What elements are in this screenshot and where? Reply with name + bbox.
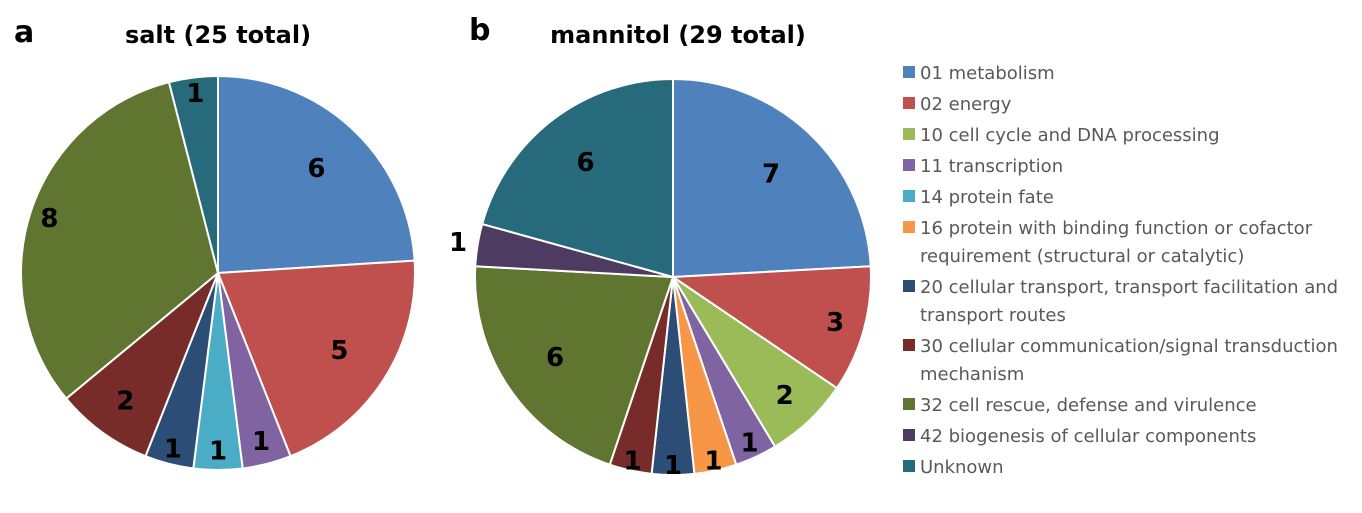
legend: 01 metabolism 02 energy 10 cell cycle and … (903, 63, 1338, 478)
slice-label-a-7: 2 (116, 387, 134, 417)
slice-label-a-3: 1 (252, 427, 270, 457)
pie-slice-b-8 (474, 265, 675, 466)
slice-label-a-4: 1 (209, 436, 227, 466)
legend-label-2: 10 cell cycle and DNA processing (920, 125, 1220, 146)
legend-label-3: 11 transcription (920, 156, 1063, 177)
legend-swatch-7 (903, 339, 915, 351)
legend-item-2: 10 cell cycle and DNA processing (903, 125, 1220, 146)
legend-item-8: 32 cell rescue, defense and virulence (903, 395, 1257, 416)
pie-slice-b-0 (672, 77, 872, 279)
slice-label-b-3: 1 (740, 428, 758, 458)
pie-slice-a-7 (64, 272, 219, 458)
legend-label-0: 01 metabolism (920, 63, 1055, 84)
pie-slice-b-10 (480, 77, 674, 279)
slice-label-b-9: 1 (449, 228, 467, 258)
legend-swatch-0 (903, 66, 915, 78)
legend-swatch-5 (903, 221, 915, 233)
slice-label-b-7: 1 (624, 447, 642, 477)
legend-item-6: 20 cellular transport, transport facilit… (903, 277, 1338, 326)
slice-label-b-10: 6 (576, 148, 594, 178)
legend-label-8: 32 cell rescue, defense and virulence (920, 395, 1257, 416)
legend-label-6: 20 cellular transport, transport facilit… (920, 277, 1338, 298)
slice-label-b-0: 7 (762, 160, 780, 190)
legend-swatch-6 (903, 280, 915, 292)
panel-b-letter: b (469, 13, 490, 48)
legend-swatch-4 (903, 190, 915, 202)
legend-item-4: 14 protein fate (903, 187, 1054, 208)
legend-label-4: 14 protein fate (920, 187, 1054, 208)
legend-label-6-line-1: transport routes (920, 305, 1066, 326)
slice-label-a-0: 6 (307, 154, 325, 184)
pie-slice-b-1 (669, 265, 872, 390)
legend-label-1: 02 energy (920, 94, 1012, 115)
legend-item-0: 01 metabolism (903, 63, 1055, 84)
legend-item-5: 16 protein with binding function or cofa… (903, 218, 1313, 267)
slice-label-b-5: 1 (704, 447, 722, 477)
legend-item-3: 11 transcription (903, 156, 1063, 177)
legend-swatch-10 (903, 460, 915, 472)
legend-item-1: 02 energy (903, 94, 1012, 115)
panel-a-title: salt (25 total) (125, 21, 311, 49)
pie-slice-a-10 (167, 74, 219, 274)
legend-swatch-3 (903, 159, 915, 171)
slice-label-a-1: 5 (330, 336, 348, 366)
slice-label-a-10: 1 (186, 79, 204, 109)
pie-slice-a-0 (217, 74, 416, 275)
slice-label-b-6: 1 (664, 451, 682, 481)
pie-slice-a-8 (20, 80, 220, 400)
legend-label-7: 30 cellular communication/signal transdu… (920, 336, 1338, 357)
legend-swatch-8 (903, 398, 915, 410)
legend-label-7-line-1: mechanism (920, 364, 1024, 385)
panel-a-letter: a (14, 15, 34, 50)
legend-label-10: Unknown (920, 457, 1004, 478)
slice-label-b-2: 2 (776, 381, 794, 411)
slice-label-a-6: 1 (164, 435, 182, 465)
slice-label-b-1: 3 (826, 308, 844, 338)
pie-slice-a-1 (216, 259, 416, 458)
slice-label-a-8: 8 (40, 204, 58, 234)
legend-label-9: 42 biogenesis of cellular components (920, 426, 1256, 447)
panel-b-title: mannitol (29 total) (550, 21, 806, 49)
legend-item-10: Unknown (903, 457, 1004, 478)
legend-swatch-2 (903, 128, 915, 140)
slice-label-b-8: 6 (546, 343, 564, 373)
legend-label-5-line-1: requirement (structural or catalytic) (920, 246, 1244, 267)
legend-label-5: 16 protein with binding function or cofa… (920, 218, 1313, 239)
legend-swatch-9 (903, 429, 915, 441)
legend-item-9: 42 biogenesis of cellular components (903, 426, 1256, 447)
legend-item-7: 30 cellular communication/signal transdu… (903, 336, 1338, 385)
legend-swatch-1 (903, 97, 915, 109)
